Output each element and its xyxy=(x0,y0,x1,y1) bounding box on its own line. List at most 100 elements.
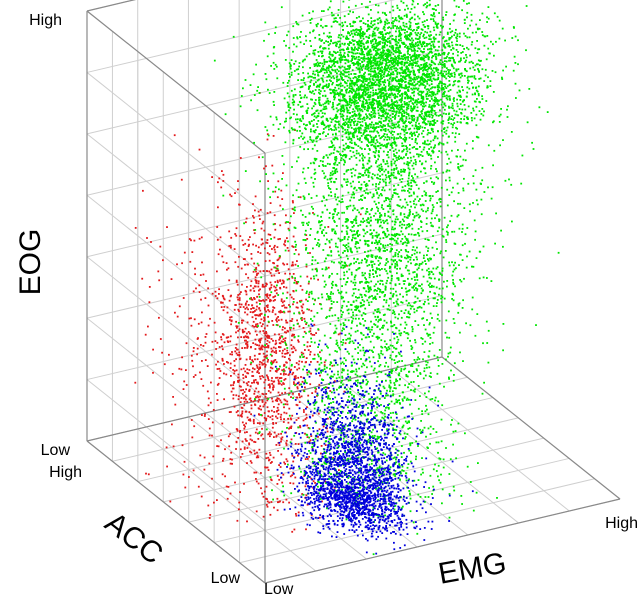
data-point xyxy=(453,75,456,78)
data-point xyxy=(347,131,350,134)
data-point xyxy=(295,362,298,364)
data-point xyxy=(409,73,411,76)
data-point xyxy=(349,123,352,126)
data-point xyxy=(399,17,402,20)
data-point xyxy=(290,320,293,322)
data-point xyxy=(430,44,432,47)
data-point xyxy=(327,86,329,88)
data-point xyxy=(255,325,257,328)
data-point xyxy=(410,17,413,20)
data-point xyxy=(424,117,427,120)
data-point xyxy=(257,438,260,440)
data-point xyxy=(289,359,291,362)
data-point xyxy=(243,482,245,485)
data-point xyxy=(169,500,172,503)
data-point xyxy=(285,373,287,376)
data-point xyxy=(319,374,321,377)
data-point xyxy=(404,136,406,139)
data-point xyxy=(305,416,308,419)
data-point xyxy=(351,59,353,61)
data-point xyxy=(342,117,344,120)
data-point xyxy=(288,304,290,306)
data-point xyxy=(398,86,400,88)
data-point xyxy=(246,431,248,433)
data-point xyxy=(235,394,238,397)
data-point xyxy=(330,140,333,143)
data-point xyxy=(441,134,444,137)
data-point xyxy=(420,90,423,93)
data-point xyxy=(319,303,321,305)
data-point xyxy=(255,244,257,247)
data-point xyxy=(262,393,265,396)
data-point xyxy=(252,311,255,313)
data-point xyxy=(287,249,290,252)
data-point xyxy=(357,152,360,155)
data-point xyxy=(303,43,305,45)
data-point xyxy=(309,345,311,347)
data-point xyxy=(440,70,443,73)
data-point xyxy=(333,148,336,151)
data-point xyxy=(353,117,356,120)
data-point xyxy=(465,59,467,62)
data-point xyxy=(275,376,277,379)
data-point xyxy=(340,75,342,78)
data-point xyxy=(241,453,244,455)
data-point xyxy=(286,403,289,406)
data-point xyxy=(283,40,285,42)
data-point xyxy=(362,85,365,88)
data-point xyxy=(249,460,252,462)
data-point xyxy=(229,353,232,356)
data-point xyxy=(327,417,329,420)
data-point xyxy=(235,320,237,323)
data-point xyxy=(249,434,252,437)
data-point xyxy=(178,367,181,370)
data-point xyxy=(286,460,289,463)
data-point xyxy=(417,87,420,90)
data-point xyxy=(432,151,435,154)
data-point xyxy=(256,89,259,92)
data-point xyxy=(275,410,278,413)
data-point xyxy=(372,140,375,142)
data-point xyxy=(402,54,405,57)
data-point xyxy=(375,91,377,94)
data-point xyxy=(268,386,271,389)
data-point xyxy=(222,459,224,462)
data-point xyxy=(269,281,272,284)
data-point xyxy=(314,49,317,51)
data-point xyxy=(390,89,392,92)
data-point xyxy=(273,411,276,413)
data-point xyxy=(410,159,413,162)
data-point xyxy=(237,395,240,398)
data-point xyxy=(244,347,246,349)
data-point xyxy=(419,83,422,86)
data-point xyxy=(271,461,273,463)
data-point xyxy=(353,39,356,42)
data-point xyxy=(253,297,255,299)
data-point xyxy=(212,409,215,411)
data-point xyxy=(463,57,465,60)
data-point xyxy=(253,449,256,452)
data-point xyxy=(411,132,414,135)
data-point xyxy=(280,413,283,416)
data-point xyxy=(395,89,398,92)
data-point xyxy=(240,414,243,416)
data-point xyxy=(300,79,303,81)
data-point xyxy=(460,112,462,114)
data-point xyxy=(258,422,261,425)
data-point xyxy=(312,212,314,214)
data-point xyxy=(387,151,389,153)
data-point xyxy=(261,492,263,495)
data-point xyxy=(403,71,406,74)
data-point xyxy=(237,414,239,417)
data-point xyxy=(236,325,239,328)
data-point xyxy=(190,419,193,421)
data-point xyxy=(314,482,316,484)
data-point xyxy=(268,431,271,434)
data-point xyxy=(367,41,370,44)
data-point xyxy=(388,26,390,29)
data-point xyxy=(420,116,423,118)
data-point xyxy=(445,113,447,115)
data-point xyxy=(360,53,363,56)
data-point xyxy=(193,239,196,242)
